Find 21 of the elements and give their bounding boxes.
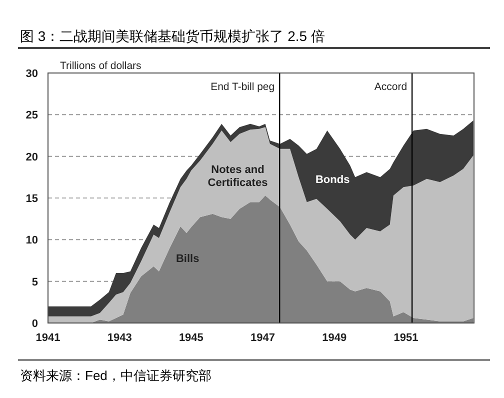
x-tick-label: 1951 [394,332,418,344]
x-tick-label: 1941 [36,332,60,344]
y-tick-label: 30 [26,68,38,80]
y-tick-label: 25 [26,110,38,122]
series-label: Notes and Certificates [208,164,268,189]
y-axis-title: Trillions of dollars [60,60,142,72]
x-tick-label: 1945 [178,332,204,344]
y-tick-label: 15 [26,193,38,205]
chart-title: 图 3：二战期间美联储基础货币规模扩张了 2.5 倍 [20,28,325,44]
x-tick-label: 1943 [107,332,132,344]
series-label: Bills [176,253,200,266]
series-label: Bonds [315,174,350,186]
y-tick-label: 5 [32,276,38,288]
x-tick-label: 1947 [250,332,276,344]
x-tick-label: 1949 [322,332,347,344]
ref-line-label: Accord [374,81,408,93]
text: 资料来源：Fed，中信证券研究部 [20,368,212,383]
y-tick-label: 0 [32,318,38,330]
ref-line-label: End T-bill peg [210,81,275,93]
y-tick-label: 10 [26,234,38,247]
y-tick-label: 20 [26,151,38,164]
